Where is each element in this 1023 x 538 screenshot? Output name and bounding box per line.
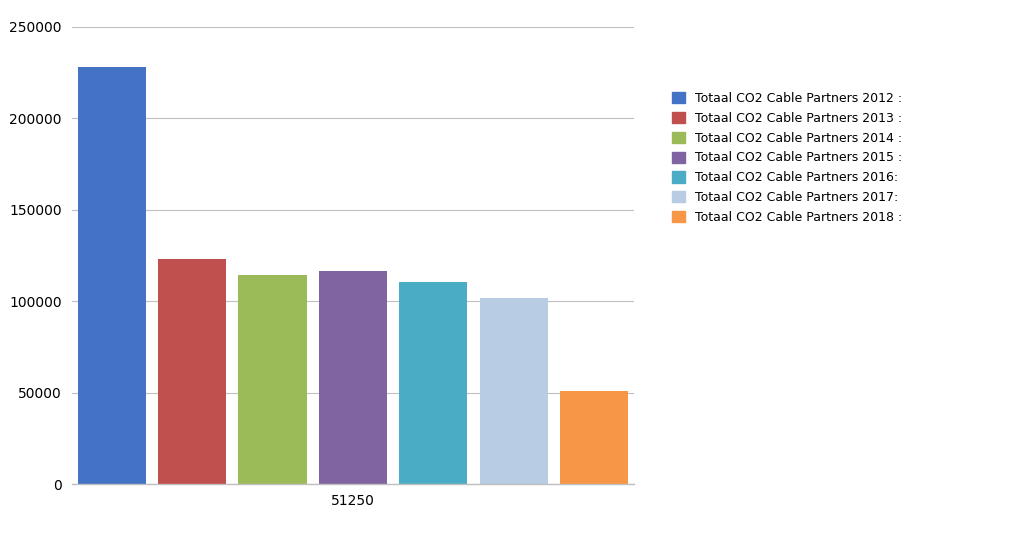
Bar bbox=[158, 259, 226, 484]
Bar bbox=[399, 282, 468, 484]
Legend: Totaal CO2 Cable Partners 2012 :, Totaal CO2 Cable Partners 2013 :, Totaal CO2 C: Totaal CO2 Cable Partners 2012 :, Totaal… bbox=[669, 88, 906, 228]
Bar bbox=[319, 271, 387, 484]
Bar bbox=[238, 275, 307, 484]
Bar bbox=[480, 298, 548, 484]
Bar bbox=[560, 391, 628, 484]
Bar bbox=[78, 67, 146, 484]
